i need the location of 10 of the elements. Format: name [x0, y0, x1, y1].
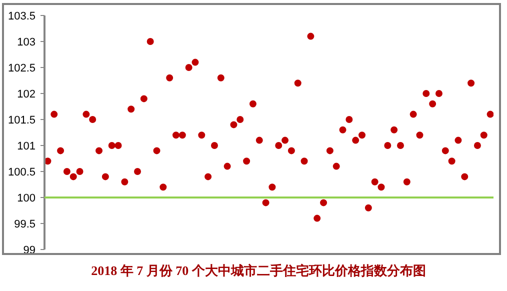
text: 2018 年 7 月份 70 个大中城市二手住宅环比价格指数分布图 [91, 262, 426, 280]
y-tick-label: 101.5 [8, 114, 36, 126]
y-tick-label: 103.5 [8, 10, 36, 22]
y-tick-label: 103 [17, 36, 36, 48]
y-tick-label: 100.5 [8, 166, 36, 178]
y-tick-label: 102 [17, 88, 36, 100]
y-tick-label: 101 [17, 140, 36, 152]
y-tick-label: 99.5 [14, 218, 36, 230]
y-tick-label: 100 [17, 192, 36, 204]
y-tick-label: 102.5 [8, 62, 36, 74]
